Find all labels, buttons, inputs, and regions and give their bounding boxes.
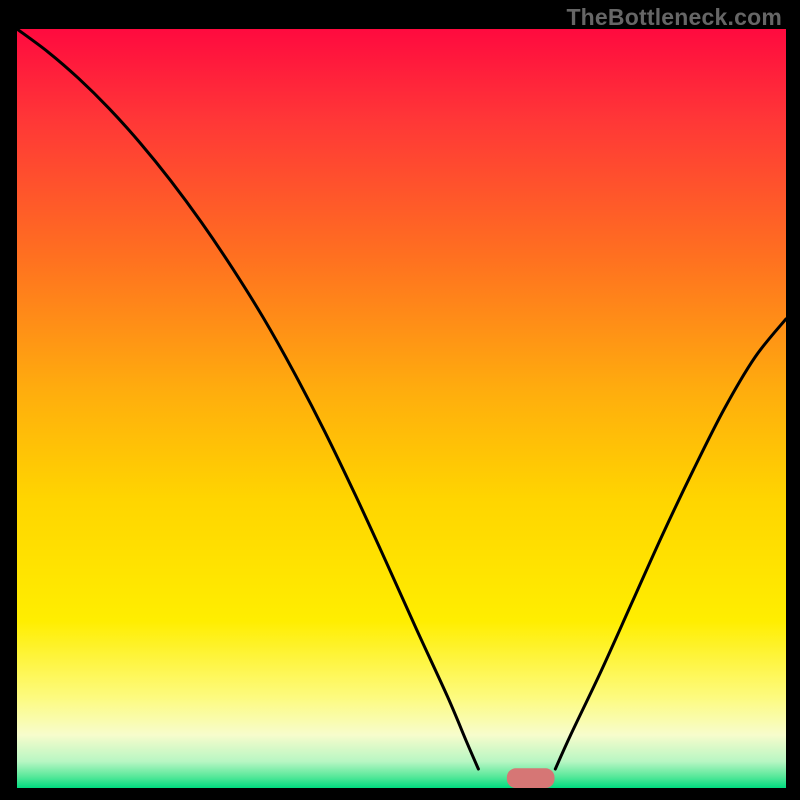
optimal-marker [507,768,555,788]
chart-frame: TheBottleneck.com [0,0,800,800]
watermark-text: TheBottleneck.com [566,4,782,31]
chart-background [17,29,786,788]
bottleneck-chart [17,29,786,788]
